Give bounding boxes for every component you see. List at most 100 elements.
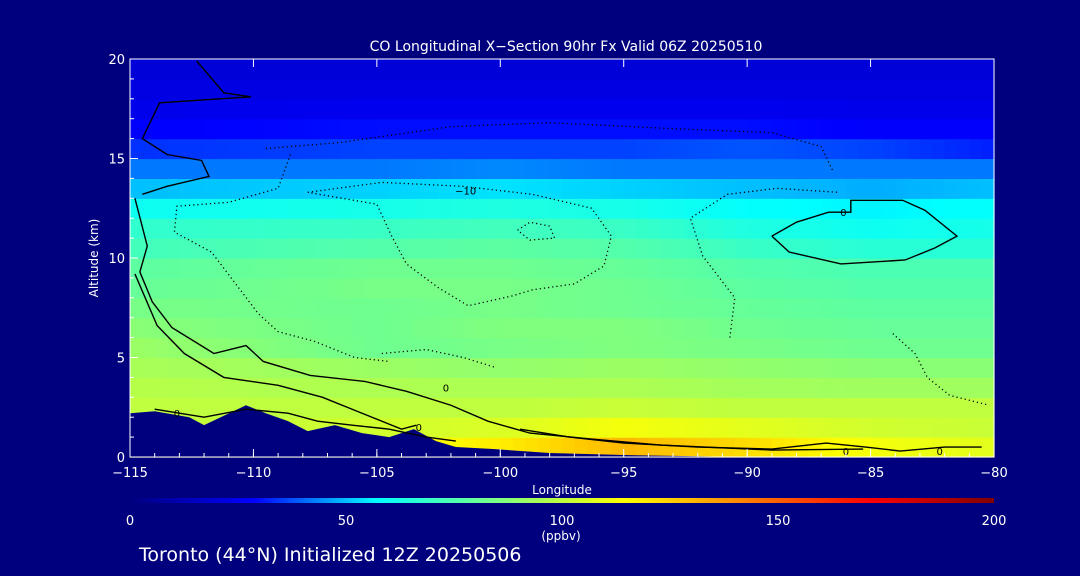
heatmap-cell — [228, 198, 242, 219]
heatmap-cell — [796, 297, 810, 319]
heatmap-cell — [919, 317, 933, 339]
heatmap-cell — [845, 158, 859, 179]
heatmap-cell — [895, 178, 909, 199]
heatmap-cell — [858, 417, 872, 438]
heatmap-cell — [549, 258, 563, 279]
heatmap-cell — [352, 317, 366, 339]
heatmap-cell — [426, 417, 440, 438]
heatmap-cell — [858, 258, 872, 279]
heatmap-cell — [895, 118, 909, 140]
heatmap-cell — [413, 297, 427, 319]
heatmap-cell — [216, 317, 230, 339]
heatmap-cell — [895, 78, 909, 100]
heatmap-cell — [401, 78, 415, 100]
heatmap-cell — [759, 417, 773, 438]
heatmap-cell — [660, 397, 674, 418]
heatmap-cell — [500, 78, 514, 100]
heatmap-cell — [154, 238, 168, 259]
heatmap-cell — [636, 317, 649, 339]
heatmap-cell — [413, 198, 427, 219]
heatmap-cell — [759, 158, 773, 179]
heatmap-cell — [327, 218, 341, 239]
heatmap-cell — [204, 198, 217, 219]
heatmap-cell — [339, 158, 353, 179]
heatmap-cell — [130, 59, 143, 80]
heatmap-cell — [562, 377, 575, 398]
heatmap-cell — [870, 437, 884, 458]
heatmap-cell — [870, 277, 884, 299]
heatmap-cell — [500, 357, 514, 378]
heatmap-cell — [808, 317, 822, 339]
heatmap-cell — [808, 178, 822, 199]
heatmap-cell — [784, 98, 798, 120]
heatmap-cell — [636, 357, 649, 378]
heatmap-cell — [204, 397, 217, 418]
heatmap-cell — [907, 437, 921, 458]
heatmap-cell — [845, 397, 859, 418]
heatmap-cell — [611, 59, 625, 80]
heatmap-cell — [759, 297, 773, 319]
heatmap-cell — [549, 357, 563, 378]
heatmap-cell — [919, 297, 933, 319]
x-tick-label: −115 — [112, 466, 148, 481]
heatmap-cell — [944, 357, 958, 378]
colorbar-tick-label: 150 — [766, 514, 791, 529]
heatmap-cell — [697, 198, 711, 219]
heatmap-cell — [204, 78, 217, 100]
heatmap-cell — [685, 337, 699, 359]
heatmap-cell — [636, 59, 649, 80]
heatmap-cell — [796, 218, 810, 239]
heatmap-cell — [796, 258, 810, 279]
heatmap-cell — [179, 357, 193, 378]
heatmap-cell — [858, 277, 872, 299]
heatmap-cell — [611, 218, 625, 239]
heatmap-cell — [191, 218, 205, 239]
heatmap-cell — [685, 59, 699, 80]
heatmap-cell — [759, 437, 773, 458]
heatmap-cell — [290, 258, 304, 279]
heatmap-cell — [290, 317, 304, 339]
heatmap-cell — [685, 417, 699, 438]
heatmap-cell — [130, 178, 143, 199]
colorbar-ticks: 0 50 100 150 200 — [126, 514, 1007, 529]
heatmap-cell — [969, 397, 983, 418]
heatmap-cell — [216, 337, 230, 359]
heatmap-cell — [290, 238, 304, 259]
heatmap-cell — [895, 98, 909, 120]
heatmap-cell — [833, 317, 847, 339]
heatmap-cell — [191, 397, 205, 418]
heatmap-cell — [648, 138, 662, 160]
heatmap-cell — [623, 417, 637, 438]
heatmap-cell — [858, 178, 872, 199]
heatmap-cell — [253, 98, 267, 120]
heatmap-cell — [253, 357, 267, 378]
heatmap-cell — [487, 417, 501, 438]
heatmap-cell — [426, 297, 440, 319]
heatmap-cell — [450, 218, 464, 239]
heatmap-cell — [907, 158, 921, 179]
heatmap-cell — [352, 377, 366, 398]
heatmap-cell — [500, 138, 514, 160]
heatmap-cell — [487, 238, 501, 259]
heatmap-cell — [179, 98, 193, 120]
heatmap-cell — [302, 357, 316, 378]
heatmap-cell — [450, 118, 464, 140]
heatmap-cell — [278, 78, 292, 100]
heatmap-cell — [315, 198, 329, 219]
heatmap-cell — [574, 417, 588, 438]
heatmap-cell — [784, 158, 798, 179]
heatmap-cell — [697, 138, 711, 160]
heatmap-cell — [821, 337, 835, 359]
heatmap-cell — [981, 377, 995, 398]
heatmap-cell — [574, 198, 588, 219]
heatmap-cell — [265, 357, 279, 378]
heatmap-cell — [907, 218, 921, 239]
heatmap-cell — [882, 178, 896, 199]
heatmap-cell — [204, 297, 217, 319]
heatmap-cell — [228, 277, 242, 299]
heatmap-cell — [401, 178, 415, 199]
heatmap-cell — [710, 158, 724, 179]
heatmap-cell — [636, 297, 649, 319]
heatmap-cell — [154, 258, 168, 279]
heatmap-cell — [315, 238, 329, 259]
